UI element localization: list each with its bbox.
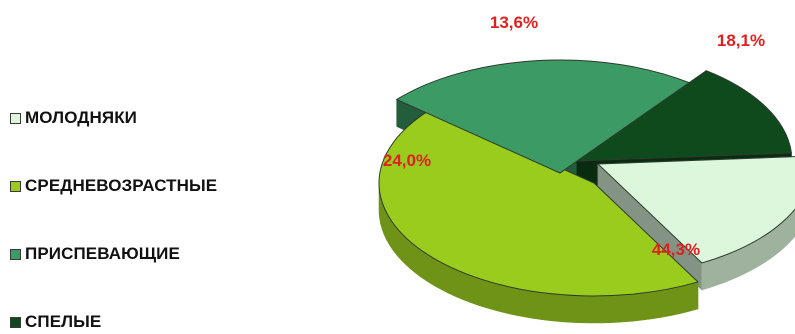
data-label-molodnyaki: 18,1% <box>716 31 766 50</box>
legend-item-spelye: СПЕЛЫЕ <box>10 312 217 332</box>
data-label-srednevozrastnye: 44,3% <box>651 240 701 259</box>
pie-slice-spelye <box>575 70 793 162</box>
legend-swatch-srednevozrastnye <box>10 180 21 192</box>
legend-swatch-molodnyaki <box>10 112 21 124</box>
pie-slice-srednevozrastnye <box>378 108 699 297</box>
legend-item-molodnyaki: МОЛОДНЯКИ <box>10 108 217 128</box>
legend-swatch-spelye <box>10 316 21 328</box>
legend: МОЛОДНЯКИ СРЕДНЕВОЗРАСТНЫЕ ПРИСПЕВАЮЩИЕ … <box>10 108 217 332</box>
data-label-spelye: 13,6% <box>489 13 539 32</box>
legend-item-prispevayushchie: ПРИСПЕВАЮЩИЕ <box>10 244 217 264</box>
legend-label-srednevozrastnye: СРЕДНЕВОЗРАСТНЫЕ <box>25 176 218 195</box>
pie-slice-molodnyaki <box>596 156 795 264</box>
legend-swatch-prispevayushchie <box>10 248 21 260</box>
legend-label-molodnyaki: МОЛОДНЯКИ <box>25 108 137 127</box>
pie-slice-prispevayushchie <box>395 59 691 174</box>
legend-label-spelye: СПЕЛЫЕ <box>25 312 102 331</box>
legend-label-prispevayushchie: ПРИСПЕВАЮЩИЕ <box>25 244 180 263</box>
data-label-prispevayushchie: 24,0% <box>382 151 432 170</box>
pie-tops <box>378 59 795 297</box>
slice-rim-molodnyaki <box>701 208 795 291</box>
legend-item-srednevozrastnye: СРЕДНЕВОЗРАСТНЫЕ <box>10 176 217 196</box>
